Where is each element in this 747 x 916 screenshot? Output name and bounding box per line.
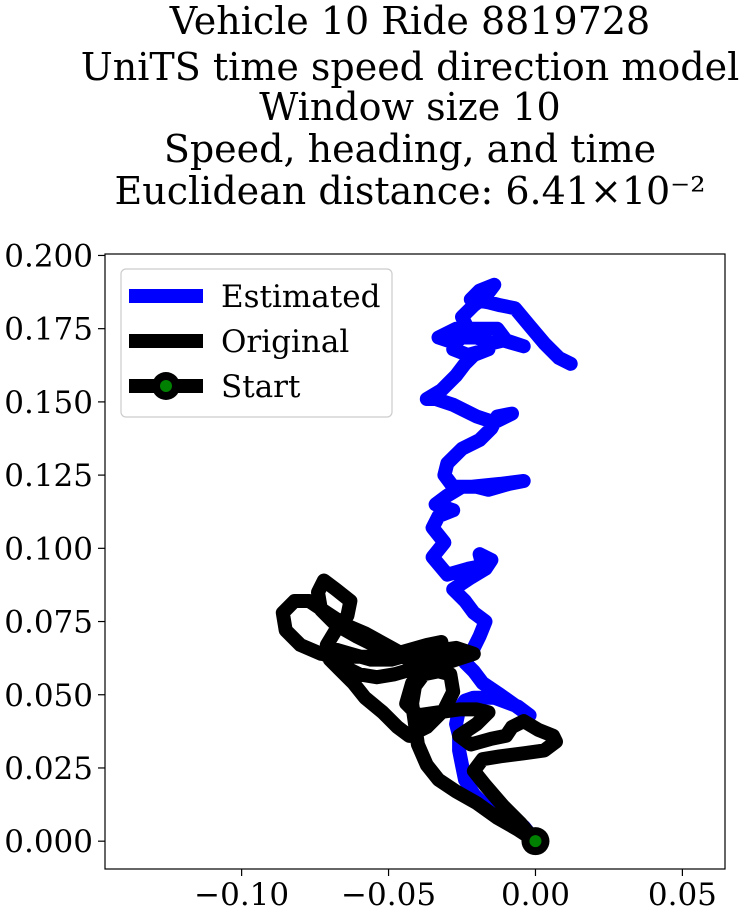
start-marker-inner xyxy=(529,835,542,848)
chart-title-line-1: Vehicle 10 Ride 8819728 xyxy=(169,0,650,43)
y-tick-label: 0.025 xyxy=(4,751,93,787)
legend-start-marker-inner xyxy=(160,380,172,392)
chart-title: Vehicle 10 Ride 8819728 UniTS time speed… xyxy=(81,0,740,213)
y-tick-label: 0.100 xyxy=(4,531,93,567)
axes: −0.10 −0.05 0.00 0.05 0.000 0.025 0.050 0.075 0.… xyxy=(4,238,726,913)
plot-area xyxy=(275,277,578,856)
y-tick-label: 0.000 xyxy=(4,824,93,860)
y-tick-label: 0.050 xyxy=(4,678,93,714)
y-tick-label: 0.150 xyxy=(4,385,93,421)
y-tick-label: 0.175 xyxy=(4,312,93,348)
x-tick-label: 0.00 xyxy=(501,877,570,913)
chart-title-line-2: UniTS time speed direction model xyxy=(81,45,740,89)
legend: Estimated Original Start xyxy=(120,268,393,418)
y-tick-label: 0.200 xyxy=(4,238,93,274)
chart-title-line-4: Speed, heading, and time xyxy=(164,127,656,171)
legend-label-original: Original xyxy=(221,324,349,360)
chart-title-line-5: Euclidean distance: 6.41×10⁻² xyxy=(115,169,706,213)
series-layer xyxy=(275,277,578,849)
legend-label-estimated: Estimated xyxy=(221,279,380,315)
x-tick-label: −0.10 xyxy=(194,877,289,913)
x-tick-label: 0.05 xyxy=(648,877,717,913)
legend-label-start: Start xyxy=(221,369,301,405)
chart-title-line-3: Window size 10 xyxy=(259,85,560,129)
series-line-estimated xyxy=(419,277,578,849)
x-tick-label: −0.05 xyxy=(341,877,436,913)
y-tick-label: 0.075 xyxy=(4,605,93,641)
y-tick-label: 0.125 xyxy=(4,458,93,494)
series-line-original xyxy=(275,573,563,849)
plot-frame xyxy=(104,253,726,870)
